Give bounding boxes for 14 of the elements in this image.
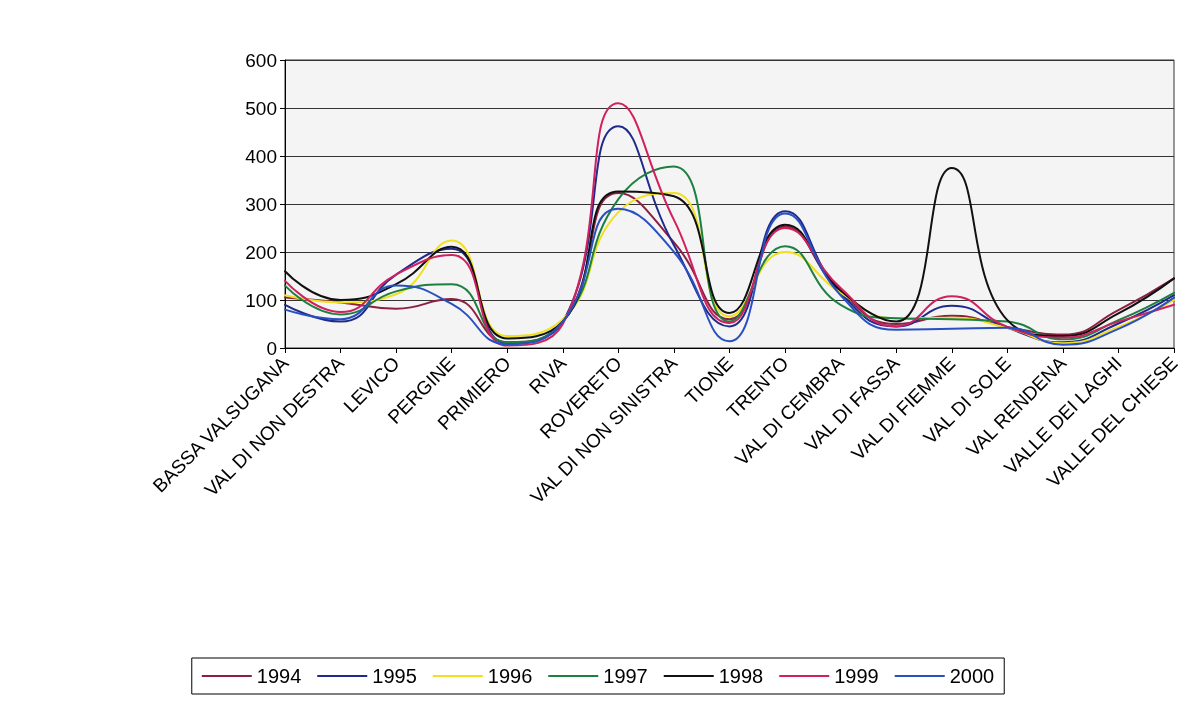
y-tick-label: 400: [245, 145, 277, 167]
legend-label: 1998: [718, 665, 764, 687]
legend-label: 1995: [372, 665, 417, 687]
legend-label: 1996: [487, 665, 533, 687]
legend-label: 1999: [834, 665, 879, 687]
legend-label: 1994: [256, 665, 302, 687]
y-tick-label: 500: [245, 97, 277, 119]
y-tick-label: 200: [245, 241, 277, 263]
y-tick-label: 100: [245, 289, 277, 311]
legend-label: 1997: [603, 665, 648, 687]
y-tick-label: 300: [245, 193, 277, 215]
y-tick-label: 0: [266, 337, 277, 359]
legend-label: 2000: [949, 665, 995, 687]
y-tick-label: 600: [245, 49, 277, 71]
